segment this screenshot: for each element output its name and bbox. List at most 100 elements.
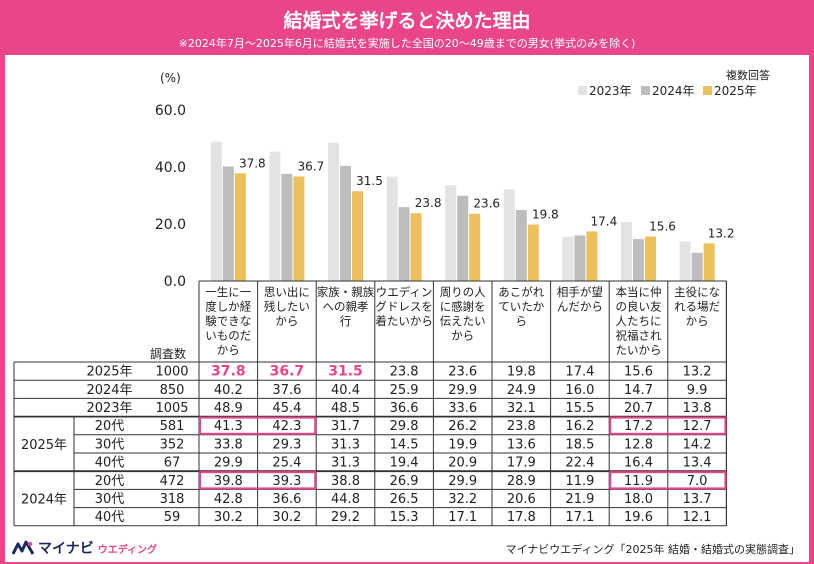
legend-title: 複数回答 [726, 68, 770, 82]
bar-1-3 [398, 207, 410, 281]
legend-swatch-2 [703, 86, 712, 95]
table-cell: 31.3 [331, 456, 360, 471]
category-label: から [275, 314, 298, 328]
category-label: 残したい [264, 300, 310, 314]
category-label: 家族・親族 [317, 285, 375, 299]
table-cell: 28.9 [507, 474, 536, 489]
row-label: 30代 [95, 492, 125, 507]
table-cell: 19.4 [390, 456, 419, 471]
table-cell: 29.2 [331, 510, 360, 525]
bar-value-label: 36.7 [298, 159, 325, 173]
y-tick-label: 60.0 [155, 103, 186, 119]
bar-0-2 [328, 142, 339, 281]
category-label: から [686, 314, 709, 328]
category-label: 主役にな [674, 285, 720, 299]
table-cell: 19.6 [624, 510, 653, 525]
table-cell: 21.9 [565, 492, 594, 507]
chart-panel [5, 55, 809, 562]
table-cell: 26.9 [390, 474, 419, 489]
category-label: 周りの人 [440, 285, 486, 299]
table-cell: 23.8 [507, 419, 536, 434]
logo-sub-text: ウエディング [97, 544, 158, 556]
row-count: 1000 [155, 365, 188, 380]
highlight-box [609, 471, 727, 490]
table-cell: 17.9 [507, 456, 536, 471]
chart-subtitle: ※2024年7月～2025年6月に結婚式を実施した全国の20～49歳までの男女(… [178, 37, 636, 50]
table-cell: 42.3 [272, 419, 301, 434]
table-cell: 44.8 [331, 492, 360, 507]
table-cell: 12.1 [683, 510, 712, 525]
table-cell: 48.5 [331, 401, 360, 416]
table-cell: 36.6 [272, 492, 301, 507]
bar-0-5 [503, 189, 515, 281]
category-label: 伝えたい [440, 314, 486, 328]
category-label: から [217, 343, 240, 357]
row-label: 20代 [95, 419, 125, 434]
bar-0-1 [269, 151, 281, 281]
table-cell: 48.9 [214, 401, 243, 416]
category-label: いものだ [205, 329, 251, 343]
table-cell: 14.5 [390, 437, 419, 452]
legend-swatch-1 [641, 86, 650, 95]
bar-2-4 [469, 213, 481, 281]
row-count: 472 [160, 474, 185, 489]
table-cell: 13.4 [683, 456, 712, 471]
table-cell: 13.2 [683, 365, 712, 380]
table-cell: 30.2 [214, 510, 243, 525]
table-cell: 37.6 [272, 383, 301, 398]
row-count: 1005 [155, 401, 188, 416]
table-cell: 20.7 [624, 401, 653, 416]
category-label: 相手が望 [557, 285, 603, 299]
bar-2-2 [352, 191, 363, 281]
row-label: 2023年 [86, 401, 132, 416]
category-label: ら [516, 314, 528, 328]
table-cell: 25.4 [272, 456, 301, 471]
category-label: 思い出に [264, 285, 310, 299]
bar-value-label: 37.8 [239, 156, 266, 170]
row-label: 2024年 [86, 383, 132, 398]
category-label: たいから [616, 343, 662, 357]
row-label: 2025年 [86, 365, 132, 380]
table-cell: 11.9 [565, 474, 594, 489]
category-label: の良い友 [616, 300, 662, 314]
bar-0-7 [621, 222, 632, 281]
bar-value-label: 19.8 [532, 208, 559, 222]
logo-main-text: マイナビ [38, 541, 94, 557]
highlight-box [199, 471, 317, 490]
table-cell: 19.8 [507, 365, 536, 380]
table-cell: 29.9 [448, 383, 477, 398]
table-cell: 12.8 [624, 437, 653, 452]
bar-2-0 [234, 173, 246, 281]
table-cell: 17.1 [565, 510, 594, 525]
bar-1-0 [222, 166, 234, 281]
row-count: 581 [160, 419, 185, 434]
table-cell: 31.3 [331, 437, 360, 452]
y-tick-label: 0.0 [164, 274, 186, 290]
table-cell: 14.2 [683, 437, 712, 452]
category-label: 着たいから [375, 314, 433, 328]
table-cell: 17.2 [624, 419, 653, 434]
category-label: んだから [557, 300, 603, 314]
table-cell: 13.6 [507, 437, 536, 452]
bar-1-6 [574, 235, 586, 281]
bar-value-label: 23.6 [473, 197, 500, 211]
table-cell: 31.7 [331, 419, 360, 434]
table-cell: 20.9 [448, 456, 477, 471]
row-label: 30代 [95, 437, 125, 452]
row-count: 850 [160, 383, 185, 398]
table-cell: 15.5 [565, 401, 594, 416]
highlight-box [609, 416, 727, 435]
row-count: 318 [160, 492, 185, 507]
bar-1-8 [691, 252, 703, 281]
table-cell: 41.3 [214, 419, 243, 434]
row-count: 59 [164, 510, 181, 525]
table-cell: 36.7 [270, 364, 305, 380]
row-label: 20代 [95, 474, 125, 489]
table-cell: 29.3 [272, 437, 301, 452]
bar-1-2 [340, 165, 351, 281]
table-cell: 45.4 [272, 401, 301, 416]
category-label: ウエディン [376, 285, 433, 299]
legend-label-1: 2024年 [652, 84, 695, 98]
table-cell: 29.8 [390, 419, 419, 434]
